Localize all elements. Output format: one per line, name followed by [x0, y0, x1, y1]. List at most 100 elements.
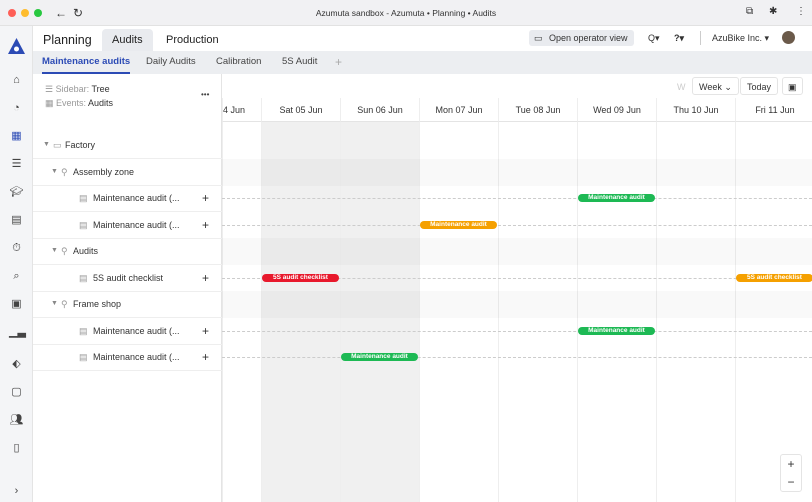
location-icon: ⚲: [61, 299, 68, 309]
translate-icon[interactable]: ⧉: [746, 6, 754, 17]
products-icon[interactable]: ▤: [11, 214, 22, 226]
tab-audits[interactable]: Audits: [102, 29, 153, 51]
tree-item[interactable]: ▤ 5S audit checklist +: [33, 265, 222, 292]
day-header: Sun 06 Jun: [340, 98, 419, 122]
day-header: Sat 05 Jun: [261, 98, 340, 122]
caret-down-icon[interactable]: ▼: [51, 167, 58, 175]
day-column: [735, 98, 812, 502]
location-icon: ⚲: [61, 246, 68, 256]
home-icon[interactable]: ⌂: [13, 74, 20, 86]
sidebar-label: Sidebar:: [55, 84, 90, 94]
caret-down-icon[interactable]: ▼: [51, 247, 58, 254]
users-icon[interactable]: 👥︎: [9, 414, 24, 426]
event-bar[interactable]: 5S audit checklist: [262, 273, 339, 282]
maximize-window-button[interactable]: [34, 9, 42, 17]
subtab-daily-audits[interactable]: Daily Audits: [146, 56, 196, 67]
tree-sidebar: ☰ Sidebar: Tree ▦ Events: Audits ••• ▼ ▭ F…: [33, 74, 222, 502]
tree-item[interactable]: ▤ Maintenance audit (... +: [33, 344, 222, 371]
zoom-out-button[interactable]: −: [787, 475, 795, 489]
tree-item-label: Audits: [73, 246, 99, 256]
search-dropdown[interactable]: Q▾: [648, 33, 660, 43]
sidebar-mode-setting[interactable]: ☰ Sidebar: Tree: [45, 84, 110, 94]
event-bar[interactable]: Maintenance audit: [341, 353, 418, 361]
group-row: [222, 291, 812, 318]
back-icon[interactable]: ←: [55, 6, 67, 20]
tab-production[interactable]: Production: [166, 34, 219, 46]
add-event-button[interactable]: +: [202, 270, 210, 285]
tree-item-label: Factory: [65, 140, 96, 150]
help-dropdown[interactable]: ?▾: [674, 33, 685, 43]
azumuta-logo-icon[interactable]: [8, 38, 25, 54]
subtab-5s-audit[interactable]: 5S Audit: [282, 56, 318, 67]
tree-item[interactable]: ▼ ⚲ Audits: [33, 238, 222, 265]
folder-icon: ▭: [53, 140, 62, 150]
tree-item-label: Maintenance audit (...: [93, 325, 180, 336]
search-icon[interactable]: ⌕: [13, 270, 20, 282]
analytics-icon[interactable]: ▁▃: [9, 326, 26, 338]
row-timeline: [222, 277, 812, 279]
book-icon[interactable]: ▯: [13, 442, 20, 454]
app-section-title: Planning: [43, 33, 92, 47]
tree-item[interactable]: ▼ ⚲ Assembly zone: [33, 159, 222, 186]
day-column: [656, 98, 735, 502]
weekend-shading: [261, 122, 340, 502]
minimize-window-button[interactable]: [21, 9, 29, 17]
close-window-button[interactable]: [8, 9, 16, 17]
date-picker-icon[interactable]: ▣: [782, 77, 803, 95]
event-bar[interactable]: Maintenance audit: [578, 326, 655, 335]
extensions-icon[interactable]: ✱: [769, 6, 778, 17]
view-value: Week: [699, 82, 722, 92]
events-setting[interactable]: ▦ Events: Audits: [45, 98, 114, 108]
event-bar[interactable]: 5S audit checklist: [736, 273, 812, 282]
view-select[interactable]: Week ⌄: [692, 77, 739, 95]
avatar[interactable]: [782, 31, 795, 44]
event-bar[interactable]: Maintenance audit: [420, 220, 497, 229]
open-operator-view-button[interactable]: ▭ Open operator view: [529, 30, 634, 46]
tree-item-label: 5S audit checklist: [93, 272, 164, 283]
today-button[interactable]: Today: [740, 77, 779, 95]
more-options-button[interactable]: •••: [201, 90, 210, 99]
day-header: Tue 08 Jun: [498, 98, 577, 122]
subtab-maintenance-audits[interactable]: Maintenance audits: [42, 51, 131, 74]
add-event-button[interactable]: +: [202, 323, 210, 338]
subtab-calibration[interactable]: Calibration: [216, 56, 262, 67]
tree-item[interactable]: ▼ ▭ Factory: [33, 132, 222, 159]
tree-item[interactable]: ▤ Maintenance audit (... +: [33, 212, 222, 239]
calendar-grid: W Week ⌄ Today ▣ 4 Jun Sat 05 Jun Sun 06 J…: [222, 74, 812, 502]
tag-icon[interactable]: ⬖: [12, 358, 21, 370]
expand-nav-button[interactable]: ›: [14, 485, 19, 497]
add-tab-button[interactable]: +: [335, 55, 343, 69]
day-column: [577, 98, 656, 502]
timer-icon[interactable]: ⏱︎: [12, 242, 21, 254]
caret-down-icon[interactable]: ▼: [51, 300, 58, 307]
add-event-button[interactable]: +: [202, 217, 210, 232]
company-dropdown[interactable]: AzuBike Inc. ▾: [712, 33, 770, 43]
day-header: Mon 07 Jun: [419, 98, 498, 122]
tree-item[interactable]: ▤ Maintenance audit (... +: [33, 318, 222, 345]
box-icon[interactable]: ▢: [11, 386, 22, 398]
location-icon: ⚲: [61, 166, 68, 177]
audit-icon: ▤: [79, 272, 88, 283]
weekend-shading: [340, 122, 419, 502]
add-event-button[interactable]: +: [202, 191, 210, 205]
view-hint: W: [677, 82, 686, 92]
audit-icon: ▤: [79, 352, 88, 362]
day-column: [340, 98, 419, 502]
zoom-in-button[interactable]: +: [787, 457, 795, 471]
training-icon[interactable]: 🎓︎: [9, 186, 24, 198]
add-event-button[interactable]: +: [202, 350, 210, 364]
caret-down-icon[interactable]: ▼: [43, 141, 50, 148]
tree-item[interactable]: ▼ ⚲ Frame shop: [33, 291, 222, 318]
inventory-icon[interactable]: ▣: [11, 298, 22, 310]
row-timeline: [222, 357, 812, 358]
tree-item[interactable]: ▤ Maintenance audit (... +: [33, 185, 222, 212]
dashboard-icon[interactable]: ◔: [13, 102, 20, 114]
event-bar[interactable]: Maintenance audit: [578, 194, 655, 202]
reload-icon[interactable]: ↻: [73, 6, 84, 20]
calendar-icon[interactable]: ▦: [11, 130, 22, 142]
left-nav: ⌂ ◔ ▦ ☰ 🎓︎ ▤ ⏱︎ ⌕ ▣ ▁▃ ⬖ ▢ 👥︎ ▯ ›: [0, 26, 33, 502]
browser-menu-icon[interactable]: ⋮: [796, 6, 806, 17]
day-column: [419, 98, 498, 502]
checklist-icon[interactable]: ☰: [11, 158, 22, 170]
zoom-controls: + −: [780, 454, 802, 492]
